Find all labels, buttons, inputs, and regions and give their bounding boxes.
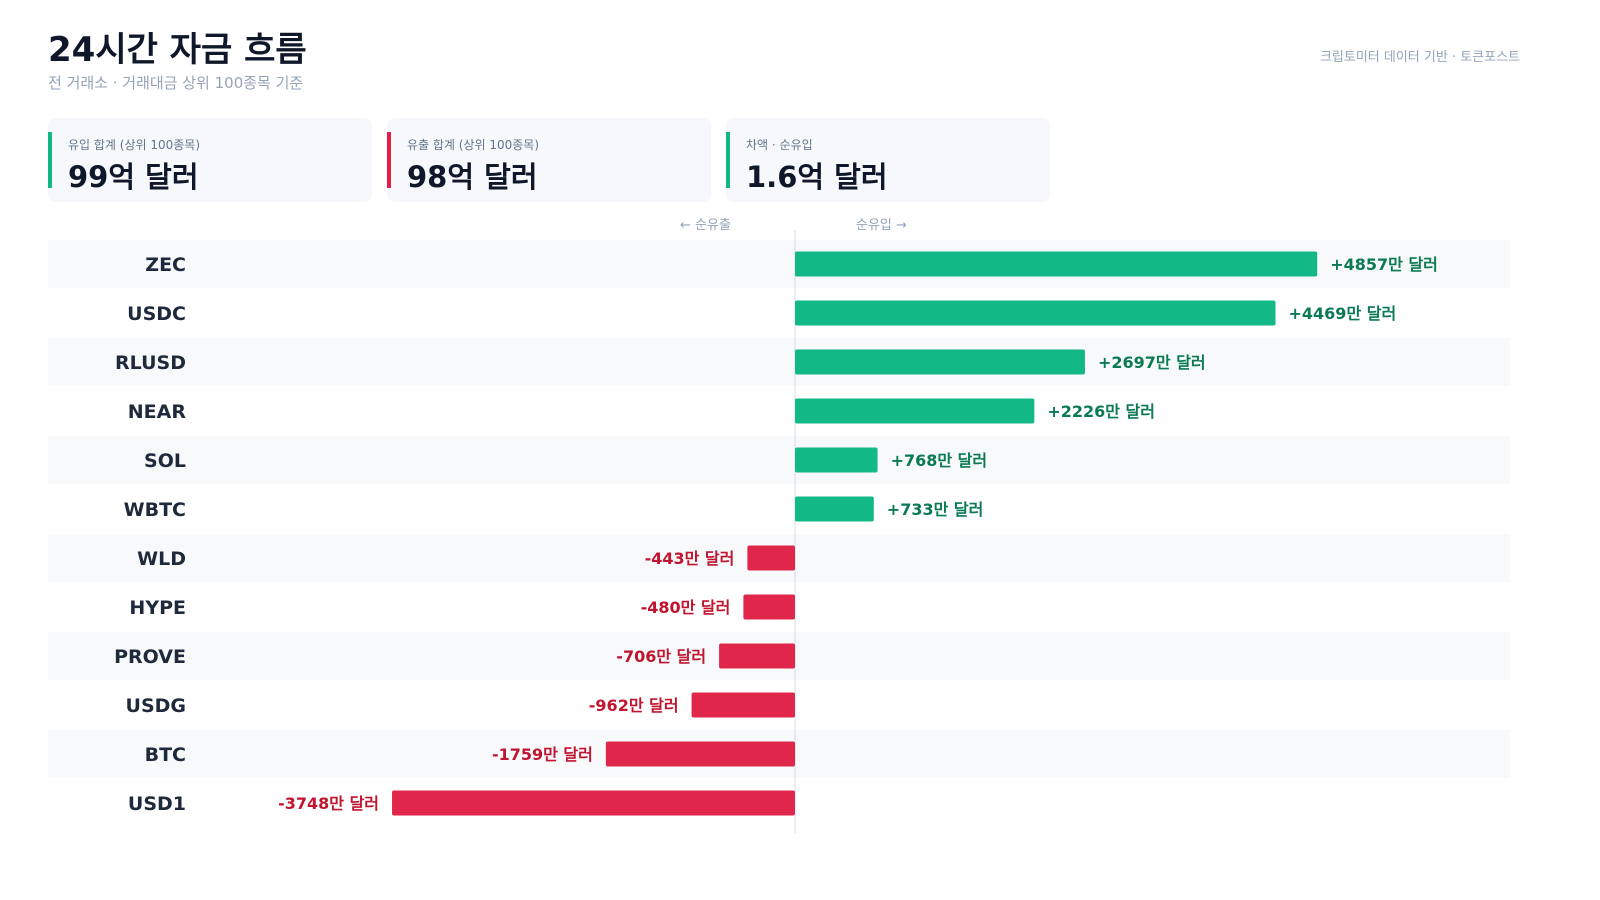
value-label: -962만 달러 bbox=[589, 696, 679, 715]
outflow-bar bbox=[747, 545, 795, 571]
card-value: 99억 달러 bbox=[68, 160, 199, 194]
outflow-bar bbox=[743, 594, 795, 620]
value-label: +2226만 달러 bbox=[1047, 402, 1155, 421]
card-accent bbox=[48, 132, 52, 188]
value-label: -480만 달러 bbox=[641, 598, 731, 617]
inflow-bar bbox=[795, 398, 1035, 424]
card-value: 1.6억 달러 bbox=[746, 160, 888, 194]
category-label: SOL bbox=[144, 450, 186, 472]
category-label: RLUSD bbox=[115, 352, 186, 374]
category-label: USDG bbox=[126, 695, 186, 717]
card-accent bbox=[387, 132, 391, 188]
value-label: +4857만 달러 bbox=[1330, 255, 1438, 274]
outflow-bar bbox=[691, 692, 795, 718]
outflow-bar bbox=[605, 741, 795, 767]
category-label: BTC bbox=[145, 744, 186, 766]
outflow-bar bbox=[392, 790, 795, 816]
outflow-bar bbox=[719, 643, 795, 669]
inflow-total-card: 유입 합계 (상위 100종목) 99억 달러 bbox=[48, 118, 372, 202]
card-value: 98억 달러 bbox=[407, 160, 538, 194]
page-title: 24시간 자금 흐름 bbox=[48, 30, 307, 70]
card-accent bbox=[726, 132, 730, 188]
data-source: 크립토미터 데이터 기반 · 토큰포스트 bbox=[1319, 50, 1520, 65]
net-inflow-card: 차액 · 순유입 1.6억 달러 bbox=[726, 118, 1050, 202]
category-label: NEAR bbox=[128, 401, 187, 423]
value-label: -3748만 달러 bbox=[278, 794, 379, 813]
category-label: USD1 bbox=[128, 793, 186, 815]
card-label: 유출 합계 (상위 100종목) bbox=[407, 138, 540, 152]
page-subtitle: 전 거래소 · 거래대금 상위 100종목 기준 bbox=[48, 74, 304, 92]
value-label: +768만 달러 bbox=[891, 451, 988, 470]
inflow-bar bbox=[795, 496, 874, 522]
value-label: -706만 달러 bbox=[616, 647, 706, 666]
value-label: -1759만 달러 bbox=[492, 745, 593, 764]
category-label: HYPE bbox=[129, 597, 186, 619]
inflow-bar bbox=[795, 300, 1276, 326]
net-outflow-axis-label: ← 순유출 bbox=[680, 218, 731, 233]
value-label: -443만 달러 bbox=[645, 549, 735, 568]
inflow-bar bbox=[795, 251, 1318, 277]
category-label: PROVE bbox=[114, 646, 186, 668]
value-label: +4469만 달러 bbox=[1289, 304, 1397, 323]
inflow-bar bbox=[795, 447, 878, 473]
value-label: +733만 달러 bbox=[887, 500, 984, 519]
row-band bbox=[48, 338, 1510, 386]
net-inflow-axis-label: 순유입 → bbox=[856, 218, 907, 233]
outflow-total-card: 유출 합계 (상위 100종목) 98억 달러 bbox=[387, 118, 711, 202]
row-band bbox=[48, 436, 1510, 484]
category-label: ZEC bbox=[145, 254, 186, 276]
value-label: +2697만 달러 bbox=[1098, 353, 1206, 372]
category-label: WBTC bbox=[124, 499, 186, 521]
card-label: 차액 · 순유입 bbox=[746, 138, 813, 152]
inflow-bar bbox=[795, 349, 1085, 375]
card-label: 유입 합계 (상위 100종목) bbox=[68, 138, 201, 152]
category-label: USDC bbox=[127, 303, 186, 325]
category-label: WLD bbox=[137, 548, 186, 570]
